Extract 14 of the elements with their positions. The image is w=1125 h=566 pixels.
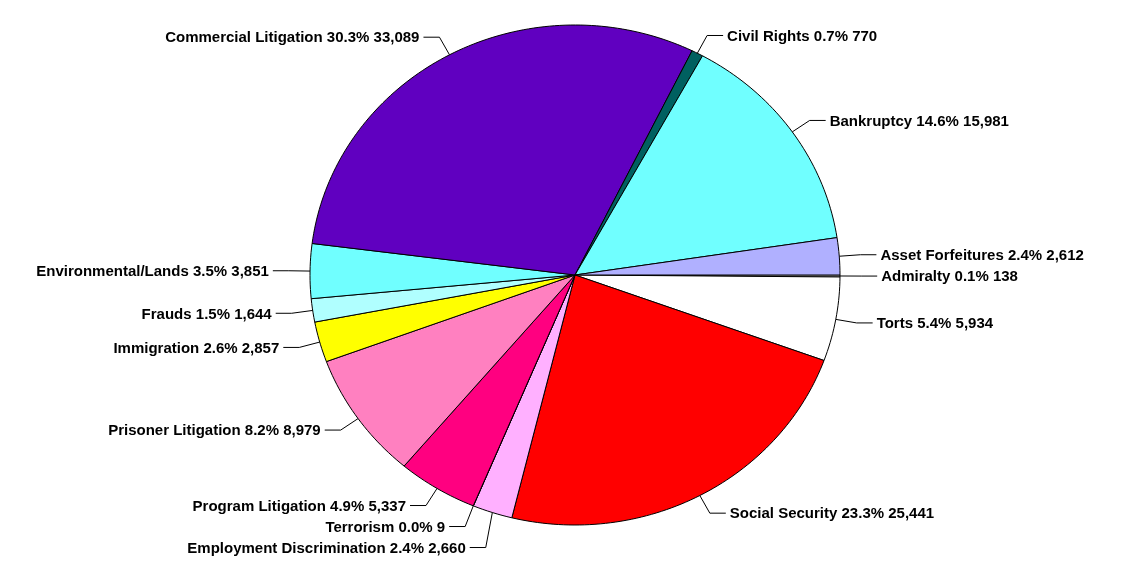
slice-label: Prisoner Litigation 8.2% 8,979	[108, 421, 321, 439]
slice-label: Immigration 2.6% 2,857	[113, 338, 280, 356]
slice-label: Terrorism 0.0% 9	[325, 517, 446, 535]
slice-label: Bankruptcy 14.6% 15,981	[829, 111, 1009, 129]
slice-label: Social Security 23.3% 25,441	[729, 504, 935, 522]
slice-label: Frauds 1.5% 1,644	[141, 304, 273, 322]
slice-label: Asset Forfeitures 2.4% 2,612	[880, 246, 1084, 263]
slice-label: Employment Discrimination 2.4% 2,660	[187, 538, 466, 556]
slice-label: Civil Rights 0.7% 770	[727, 26, 878, 44]
slice-label: Environmental/Lands 3.5% 3,851	[36, 262, 269, 280]
slice-label: Torts 5.4% 5,934	[876, 314, 994, 332]
slice-label: Admiralty 0.1% 138	[881, 267, 1018, 285]
slice-label: Commercial Litigation 30.3% 33,089	[165, 28, 420, 46]
slice-label: Program Litigation 4.9% 5,337	[192, 496, 407, 514]
